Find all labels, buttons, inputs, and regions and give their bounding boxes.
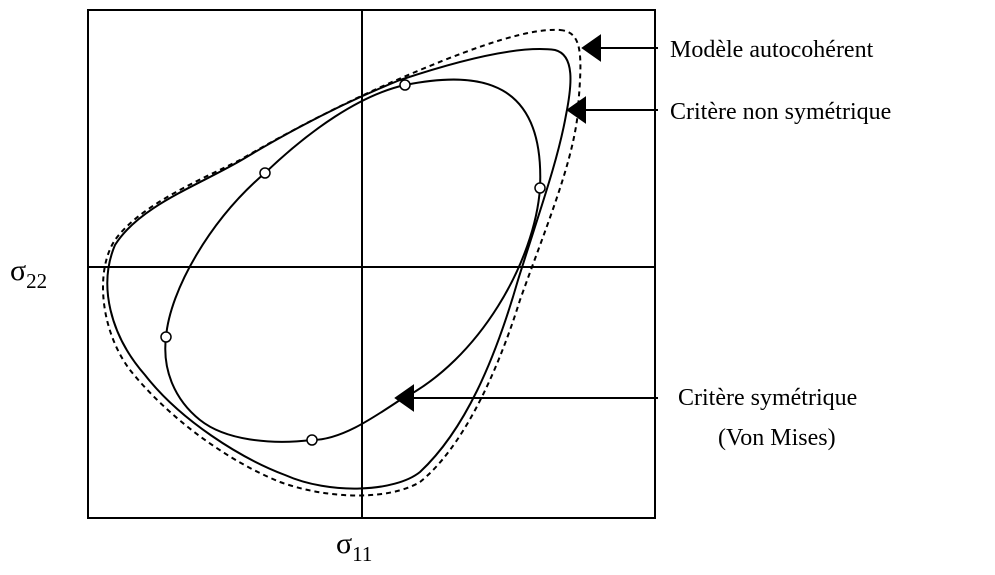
marker: [160, 331, 172, 343]
marker: [399, 79, 411, 91]
arrow-head: [566, 96, 586, 124]
label-self-consistent: Modèle autocohérent: [670, 37, 874, 63]
label-non-symmetric: Critère non symétrique: [670, 99, 891, 125]
non-symmetric-curve: [106, 48, 572, 490]
markers: [160, 79, 546, 446]
self-consistent-curve: [102, 28, 582, 497]
label-symmetric: Critère symétrique: [678, 385, 857, 411]
plot-frame: [87, 9, 656, 519]
arrows: [394, 34, 658, 412]
label-symmetric-note: (Von Mises): [718, 425, 836, 451]
arrow-head: [394, 384, 414, 412]
arrow-head: [581, 34, 601, 62]
subscript: 11: [352, 542, 372, 566]
marker: [534, 182, 546, 194]
y-axis-label: σ22: [10, 254, 47, 293]
subscript: 22: [26, 269, 47, 293]
symmetric-curve: [164, 78, 542, 443]
symbol: σ: [10, 254, 26, 287]
x-axis-label: σ11: [336, 527, 372, 566]
symbol: σ: [336, 527, 352, 560]
marker: [306, 434, 318, 446]
marker: [259, 167, 271, 179]
